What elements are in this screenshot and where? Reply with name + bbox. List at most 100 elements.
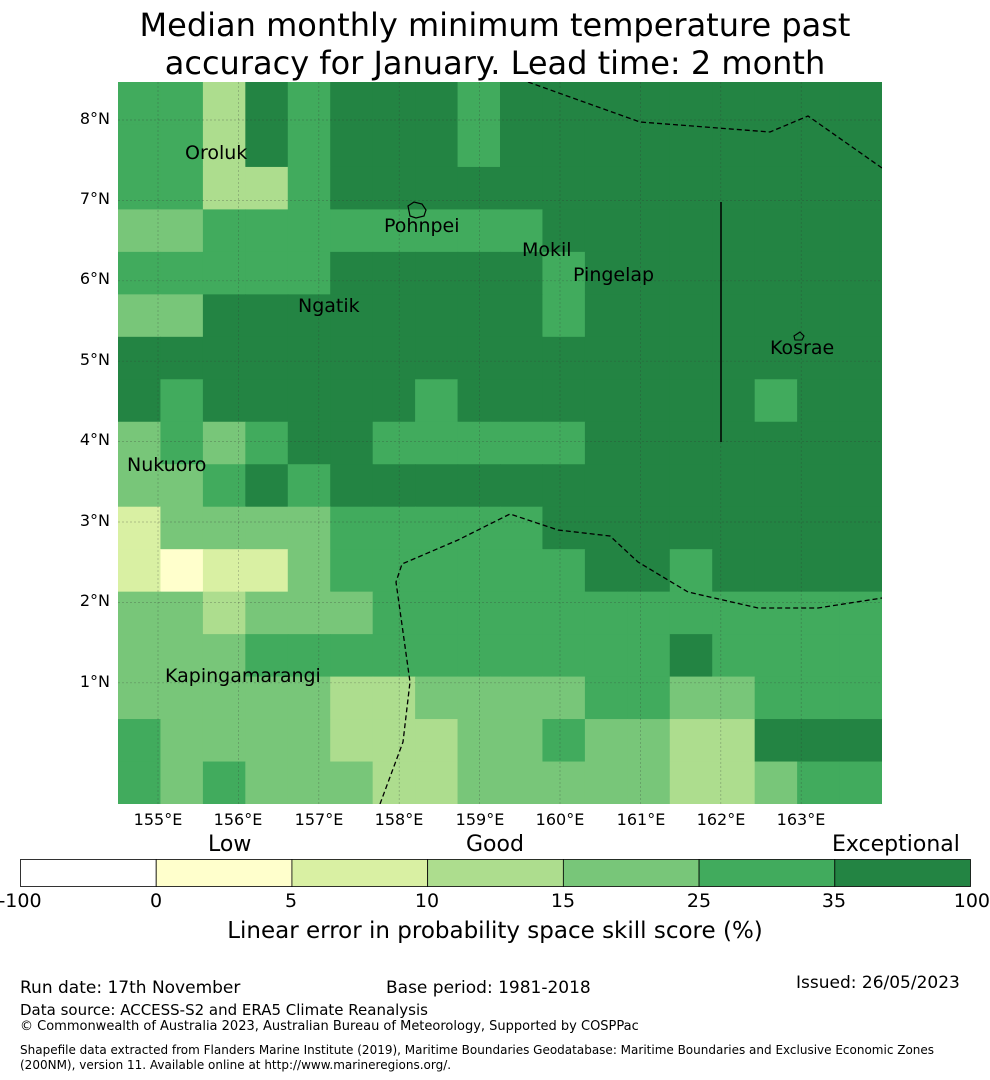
kosrae-island-icon (793, 331, 805, 341)
grid-cell (118, 124, 162, 168)
grid-cell (542, 634, 586, 678)
grid-cell (500, 591, 544, 635)
grid-cell (160, 549, 204, 593)
grid-cell (839, 761, 882, 804)
grid-cell (754, 294, 798, 338)
grid-cell (202, 82, 246, 126)
grid-cell (245, 209, 289, 253)
data-source: Data source: ACCESS-S2 and ERA5 Climate … (20, 1001, 428, 1019)
copyright: © Commonwealth of Australia 2023, Austra… (20, 1019, 639, 1034)
grid-cell (202, 549, 246, 593)
grid-cell (754, 464, 798, 508)
grid-cell (202, 761, 246, 804)
grid-cell (287, 251, 331, 295)
grid-cell (457, 634, 501, 678)
grid-cell (627, 336, 671, 380)
grid-cell (584, 421, 628, 465)
grid-cell (457, 166, 501, 211)
grid-cell (245, 591, 289, 635)
grid-cell (712, 251, 756, 295)
grid-cell (372, 294, 416, 338)
grid-cell (415, 421, 459, 465)
grid-cell (754, 251, 798, 295)
grid-cell (754, 82, 798, 126)
grid-cell (627, 294, 671, 338)
grid-cell (542, 82, 586, 126)
grid-cell (330, 464, 374, 508)
place-kosrae: Kosrae (770, 337, 835, 359)
grid-cell (542, 166, 586, 211)
grid-cell (542, 124, 586, 168)
grid-cell (372, 336, 416, 380)
grid-cell (500, 166, 544, 211)
grid-cell (839, 421, 882, 465)
grid-cell (415, 82, 459, 126)
grid-cell (669, 591, 713, 635)
grid-cell (415, 676, 459, 720)
grid-cell (627, 379, 671, 423)
grid-cell (372, 591, 416, 635)
grid-cell (712, 124, 756, 168)
grid-cell (500, 251, 544, 295)
lat-label-2n: 2°N (79, 591, 110, 610)
grid-cells (118, 82, 882, 804)
grid-cell (415, 166, 459, 211)
grid-cell (839, 251, 882, 295)
colorbar-tick: 0 (149, 890, 163, 912)
grid-cell (287, 464, 331, 508)
place-pohnpei: Pohnpei (384, 215, 460, 237)
grid-cell (118, 549, 162, 593)
grid-cell (542, 464, 586, 508)
grid-cell (202, 591, 246, 635)
base-period: Base period: 1981-2018 (386, 978, 591, 998)
grid-cell (160, 591, 204, 635)
grid-cell (330, 549, 374, 593)
grid-cell (457, 676, 501, 720)
grid-cell (287, 676, 331, 720)
grid-cell (754, 336, 798, 380)
grid-cell (500, 634, 544, 678)
colorbar-segment (562, 859, 700, 887)
grid-cell (118, 82, 162, 126)
grid-cell (712, 549, 756, 593)
grid-cell (457, 124, 501, 168)
colorbar-category-good: Good (466, 832, 524, 857)
grid-cell (500, 209, 544, 253)
grid-cell (669, 464, 713, 508)
grid-cell (330, 336, 374, 380)
grid-cell (118, 421, 162, 465)
grid-cell (584, 336, 628, 380)
grid-cell (500, 124, 544, 168)
grid-cell (287, 634, 331, 678)
colorbar-tick: 5 (284, 890, 298, 912)
grid-cell (839, 209, 882, 253)
lat-label-1n: 1°N (79, 672, 110, 691)
grid-cell (839, 506, 882, 550)
grid-cell (372, 676, 416, 720)
grid-cell (457, 464, 501, 508)
grid-cell (118, 464, 162, 508)
grid-cell (500, 761, 544, 804)
grid-cell (372, 82, 416, 126)
grid-cell (542, 549, 586, 593)
run-date: Run date: 17th November (20, 978, 241, 998)
grid-cell (245, 124, 289, 168)
grid-cell (542, 209, 586, 253)
grid-cell (627, 591, 671, 635)
grid-cell (500, 294, 544, 338)
grid-cell (118, 506, 162, 550)
place-kapingamarangi: Kapingamarangi (165, 665, 321, 687)
grid-cell (457, 421, 501, 465)
grid-cell (202, 421, 246, 465)
colorbar-tick: 100 (953, 890, 990, 912)
grid-cell (797, 761, 841, 804)
colorbar-segment (427, 859, 564, 887)
lon-label-162e: 162°E (696, 810, 746, 829)
lon-label-159e: 159°E (455, 810, 505, 829)
grid-cell (797, 336, 841, 380)
grid-cell (160, 166, 204, 211)
grid-cell (500, 421, 544, 465)
grid-cell (457, 506, 501, 550)
grid-cell (160, 676, 204, 720)
grid-cell (118, 294, 162, 338)
